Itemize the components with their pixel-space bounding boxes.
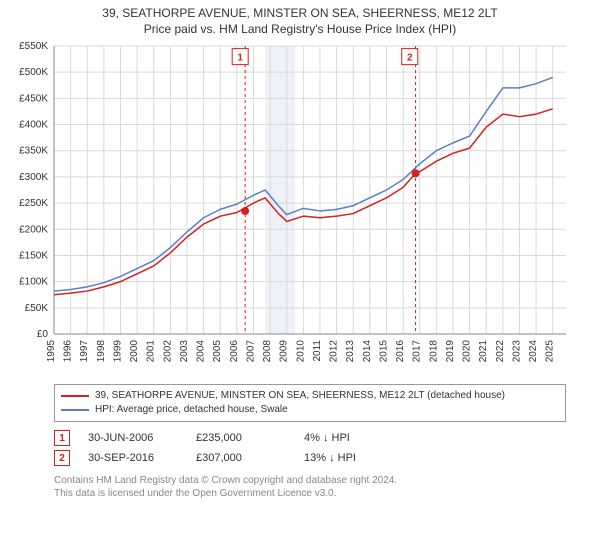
svg-text:2005: 2005 (212, 340, 223, 363)
svg-text:2013: 2013 (345, 340, 356, 363)
svg-text:2006: 2006 (229, 340, 240, 363)
svg-text:2020: 2020 (462, 340, 473, 363)
svg-text:2017: 2017 (412, 340, 423, 363)
svg-text:2025: 2025 (545, 340, 556, 363)
transaction-row: 1 30-JUN-2006 £235,000 4% ↓ HPI (54, 428, 566, 448)
chart-title-2: Price paid vs. HM Land Registry's House … (8, 22, 592, 36)
svg-text:1: 1 (237, 53, 243, 64)
price-chart: £0 £50K £100K £150K £200K £250K £300K £350K £400… (0, 38, 600, 378)
tx-price-1: £235,000 (196, 432, 286, 444)
svg-text:£350K: £350K (19, 146, 48, 157)
tx-date-2: 30-SEP-2016 (88, 452, 178, 464)
svg-text:2009: 2009 (279, 340, 290, 363)
svg-text:£300K: £300K (19, 172, 48, 183)
legend-swatch-1 (61, 409, 89, 411)
svg-text:2000: 2000 (129, 340, 140, 363)
tx-marker-2: 2 (54, 450, 70, 466)
svg-text:£150K: £150K (19, 250, 48, 261)
svg-text:2011: 2011 (312, 340, 323, 362)
svg-text:2015: 2015 (378, 340, 389, 363)
svg-text:2018: 2018 (428, 340, 439, 363)
svg-text:2001: 2001 (146, 340, 157, 363)
svg-text:2022: 2022 (495, 340, 506, 363)
svg-text:£0: £0 (37, 329, 49, 340)
svg-text:£500K: £500K (19, 67, 48, 78)
svg-text:2: 2 (407, 53, 413, 64)
svg-text:2019: 2019 (445, 340, 456, 363)
svg-text:2004: 2004 (196, 340, 207, 363)
transactions-table: 1 30-JUN-2006 £235,000 4% ↓ HPI 2 30-SEP… (54, 428, 566, 468)
svg-text:1997: 1997 (79, 340, 90, 363)
svg-text:1999: 1999 (112, 340, 123, 363)
footer-line-2: This data is licensed under the Open Gov… (54, 487, 566, 500)
transaction-row: 2 30-SEP-2016 £307,000 13% ↓ HPI (54, 448, 566, 468)
svg-text:2021: 2021 (478, 340, 489, 363)
tx-date-1: 30-JUN-2006 (88, 432, 178, 444)
tx-delta-2: 13% ↓ HPI (304, 452, 394, 464)
legend-swatch-0 (61, 395, 89, 397)
svg-text:2014: 2014 (362, 340, 373, 363)
tx-price-2: £307,000 (196, 452, 286, 464)
svg-text:£50K: £50K (25, 303, 49, 314)
svg-text:2012: 2012 (329, 340, 340, 363)
svg-text:2024: 2024 (528, 340, 539, 363)
svg-text:£200K: £200K (19, 224, 48, 235)
legend: 39, SEATHORPE AVENUE, MINSTER ON SEA, SH… (54, 384, 566, 422)
svg-text:£450K: £450K (19, 93, 48, 104)
svg-text:£250K: £250K (19, 198, 48, 209)
svg-text:2007: 2007 (245, 340, 256, 363)
svg-text:1998: 1998 (96, 340, 107, 363)
svg-text:2003: 2003 (179, 340, 190, 363)
chart-title-1: 39, SEATHORPE AVENUE, MINSTER ON SEA, SH… (8, 6, 592, 20)
svg-text:£550K: £550K (19, 41, 48, 52)
svg-text:1996: 1996 (63, 340, 74, 363)
svg-text:1995: 1995 (46, 340, 57, 363)
tx-delta-1: 4% ↓ HPI (304, 432, 394, 444)
legend-label-0: 39, SEATHORPE AVENUE, MINSTER ON SEA, SH… (95, 389, 505, 403)
footer-line-1: Contains HM Land Registry data © Crown c… (54, 474, 566, 487)
svg-text:£100K: £100K (19, 277, 48, 288)
legend-label-1: HPI: Average price, detached house, Swal… (95, 403, 288, 417)
svg-text:2002: 2002 (162, 340, 173, 363)
svg-text:2008: 2008 (262, 340, 273, 363)
svg-text:£400K: £400K (19, 120, 48, 131)
tx-marker-1: 1 (54, 430, 70, 446)
footer: Contains HM Land Registry data © Crown c… (54, 474, 566, 500)
svg-text:2010: 2010 (295, 340, 306, 363)
svg-text:2023: 2023 (511, 340, 522, 363)
svg-text:2016: 2016 (395, 340, 406, 363)
